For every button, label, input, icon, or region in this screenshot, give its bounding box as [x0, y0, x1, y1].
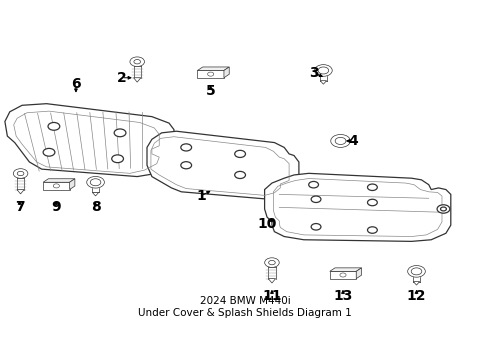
Polygon shape [197, 67, 229, 71]
Text: 5: 5 [206, 84, 216, 98]
Text: 6: 6 [71, 77, 81, 91]
Text: 2: 2 [117, 71, 126, 85]
Circle shape [181, 162, 192, 169]
Polygon shape [134, 78, 141, 82]
Text: 2024 BMW M440i
Under Cover & Splash Shields Diagram 1: 2024 BMW M440i Under Cover & Splash Shie… [138, 296, 352, 318]
Circle shape [235, 150, 245, 157]
Polygon shape [93, 193, 98, 196]
Circle shape [368, 227, 377, 233]
Circle shape [437, 205, 450, 213]
Circle shape [13, 169, 28, 178]
Polygon shape [70, 179, 75, 189]
Circle shape [315, 65, 332, 76]
Text: 13: 13 [333, 289, 353, 303]
Text: 12: 12 [407, 289, 426, 303]
Polygon shape [414, 282, 419, 285]
Circle shape [87, 176, 104, 188]
Circle shape [408, 266, 425, 277]
Text: 7: 7 [15, 201, 24, 214]
Circle shape [311, 224, 321, 230]
Polygon shape [17, 189, 24, 194]
Text: 8: 8 [91, 201, 100, 214]
Polygon shape [269, 279, 275, 283]
Circle shape [235, 171, 245, 179]
Text: 4: 4 [348, 134, 358, 148]
Polygon shape [147, 131, 299, 199]
Circle shape [309, 181, 318, 188]
Polygon shape [5, 104, 176, 176]
Text: 3: 3 [309, 66, 318, 80]
Circle shape [48, 122, 60, 130]
Text: 11: 11 [262, 289, 282, 303]
Polygon shape [330, 271, 356, 279]
Polygon shape [265, 174, 451, 241]
Circle shape [130, 57, 145, 67]
Text: 10: 10 [257, 217, 277, 230]
Polygon shape [43, 182, 70, 189]
Text: 1: 1 [196, 189, 206, 203]
Circle shape [441, 207, 446, 211]
Polygon shape [330, 268, 362, 271]
Circle shape [265, 258, 279, 267]
Polygon shape [43, 179, 75, 182]
Circle shape [368, 184, 377, 190]
Polygon shape [356, 268, 362, 279]
Circle shape [43, 148, 55, 156]
Circle shape [311, 196, 321, 202]
Polygon shape [224, 67, 229, 78]
Circle shape [368, 199, 377, 206]
Polygon shape [320, 81, 326, 84]
Polygon shape [197, 71, 224, 78]
Circle shape [112, 155, 123, 163]
Circle shape [331, 135, 350, 148]
Circle shape [181, 144, 192, 151]
Text: 9: 9 [51, 201, 61, 214]
Circle shape [114, 129, 126, 137]
